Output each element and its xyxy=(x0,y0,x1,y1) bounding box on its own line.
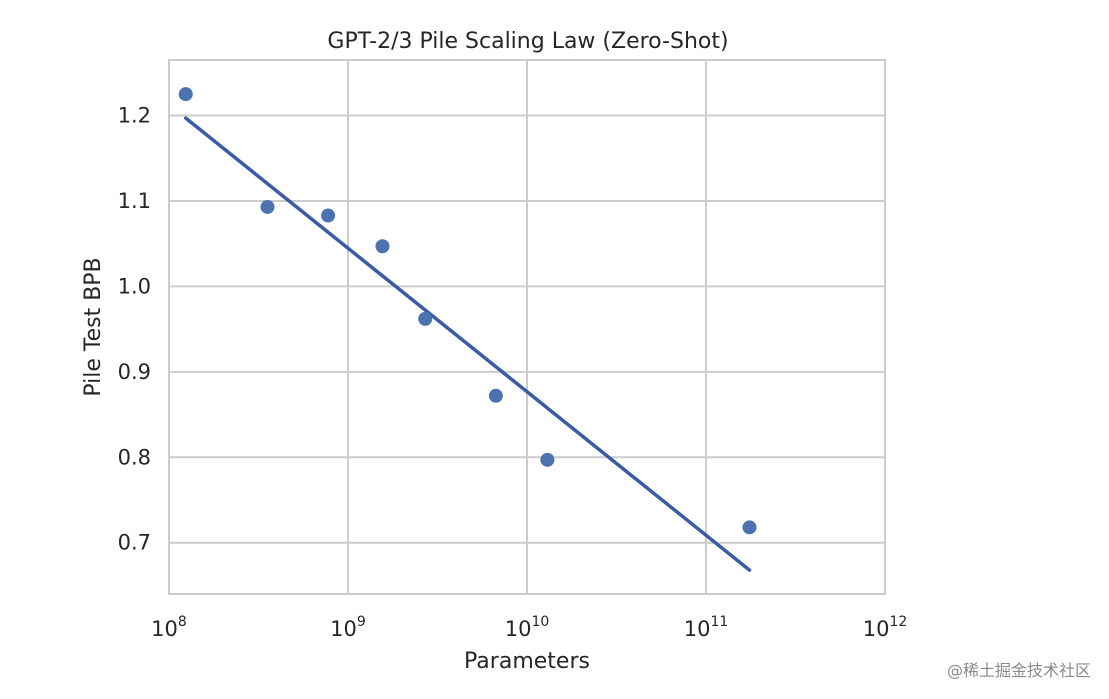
x-tick-base: 10 xyxy=(863,617,890,641)
y-axis-label: Pile Test BPB xyxy=(81,257,106,396)
x-tick-base: 10 xyxy=(505,617,532,641)
x-tick-label: 1010 xyxy=(505,614,550,641)
x-tick-exponent: 8 xyxy=(178,614,187,630)
y-tick-label: 0.9 xyxy=(118,360,151,384)
y-tick-label: 1.0 xyxy=(118,274,151,298)
x-tick-label: 109 xyxy=(330,614,366,641)
points-layer xyxy=(178,87,757,535)
data-point xyxy=(321,208,336,223)
data-point xyxy=(178,87,193,102)
trend-line-layer xyxy=(183,116,752,572)
y-tick-label: 0.7 xyxy=(118,531,151,555)
x-tick-labels: 108 109 1010 1011 1012 xyxy=(151,614,907,641)
x-tick-exponent: 11 xyxy=(710,614,728,630)
watermark: @稀土掘金技术社区 xyxy=(946,661,1091,680)
plot-frame xyxy=(168,59,886,595)
data-point xyxy=(375,239,390,254)
x-tick-base: 10 xyxy=(684,617,711,641)
x-tick-label: 108 xyxy=(151,614,187,641)
x-tick-base: 10 xyxy=(151,617,178,641)
data-point xyxy=(260,199,275,214)
y-tick-label: 1.1 xyxy=(118,189,151,213)
data-point xyxy=(742,520,757,535)
x-tick-exponent: 12 xyxy=(889,614,907,630)
y-tick-label: 1.2 xyxy=(118,104,151,128)
x-tick-exponent: 9 xyxy=(357,614,366,630)
x-axis-label: Parameters xyxy=(464,649,590,674)
data-point xyxy=(488,388,503,403)
data-point xyxy=(418,311,433,326)
x-tick-label: 1011 xyxy=(684,614,729,641)
x-tick-exponent: 10 xyxy=(531,614,549,630)
x-tick-label: 1012 xyxy=(863,614,908,641)
x-tick-base: 10 xyxy=(330,617,357,641)
trend-line xyxy=(183,116,752,572)
data-point xyxy=(540,452,555,467)
chart-title: GPT-2/3 Pile Scaling Law (Zero-Shot) xyxy=(327,29,728,54)
y-tick-label: 0.8 xyxy=(118,445,151,469)
y-tick-labels: 0.7 0.8 0.9 1.0 1.1 1.2 xyxy=(118,104,151,555)
grid xyxy=(168,60,886,594)
